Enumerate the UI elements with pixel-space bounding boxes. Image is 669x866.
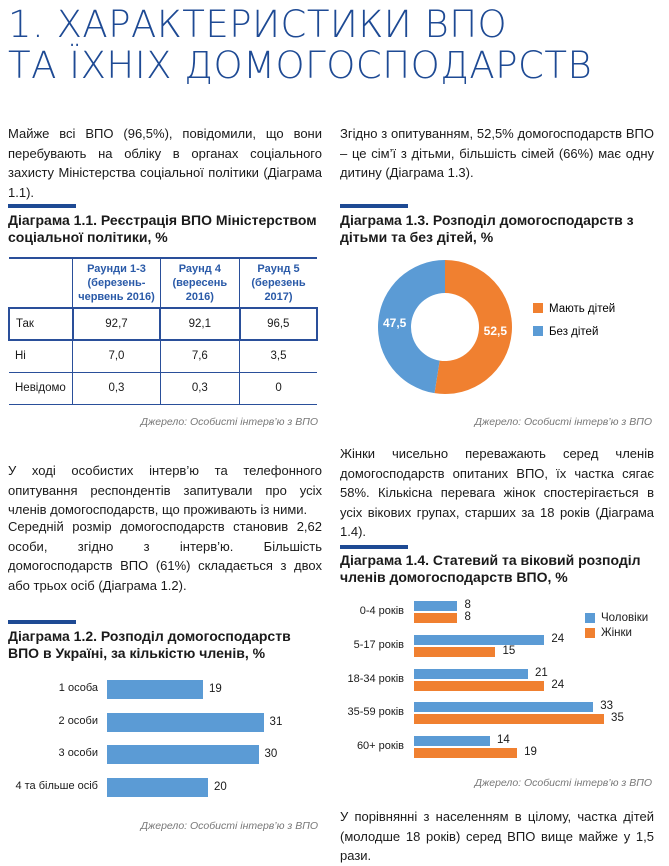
bar xyxy=(107,745,259,764)
value-label: 19 xyxy=(208,683,222,695)
source-note: Джерело: Особисті інтерв’ю з ВПО xyxy=(474,416,652,428)
registration-table: Раунди 1-3 (березень-червень 2016) Раунд… xyxy=(8,257,319,405)
value-label: 24 xyxy=(551,678,565,691)
source-note: Джерело: Особисті інтерв’ю з ВПО xyxy=(140,820,318,832)
category-label: 4 та більше осіб xyxy=(15,779,98,792)
bar xyxy=(107,680,203,699)
category-label: 0-4 років xyxy=(359,605,404,617)
legend-swatch xyxy=(585,612,595,623)
category-label: 2 особи xyxy=(58,714,98,727)
children-donut-chart: 52,5 Мають дітей 47,5 Без дітей xyxy=(378,260,615,394)
diagram-1-2-title: Діаграма 1.2. Розподіл домогосподарств В… xyxy=(8,628,291,661)
category-label: 5-17 років xyxy=(353,638,404,651)
value-label: 19 xyxy=(524,746,537,759)
diagram-1-3-title: Діаграма 1.3. Розподіл домогосподарств з… xyxy=(340,212,634,245)
donut-slice xyxy=(378,260,445,394)
bar xyxy=(414,736,491,747)
value-label: 33 xyxy=(600,700,613,713)
category-label: 1 особа xyxy=(58,682,98,694)
table-cell: Ні xyxy=(9,339,73,373)
table-header xyxy=(9,257,73,309)
section-divider xyxy=(340,545,408,549)
table-cell: 0 xyxy=(239,371,317,405)
legend-swatch xyxy=(585,627,595,638)
intro-paragraph-left: Майже всі ВПО (96,5%), повідомили, що во… xyxy=(8,126,322,200)
table-cell: 0,3 xyxy=(72,371,161,405)
bar xyxy=(414,601,458,611)
bar xyxy=(414,680,545,691)
table-cell: 92,1 xyxy=(159,307,241,341)
source-note: Джерело: Особисті інтерв’ю з ВПО xyxy=(474,777,652,789)
paragraph: Жінки чисельно переважають серед членів … xyxy=(340,446,654,539)
category-label: 60+ років xyxy=(356,740,404,753)
bar xyxy=(107,712,264,732)
table-cell: 92,7 xyxy=(71,307,162,341)
value-label: 24 xyxy=(551,632,565,645)
legend-label: Без дітей xyxy=(549,326,598,338)
slice-label: 47,5 xyxy=(383,316,407,330)
value-label: 31 xyxy=(269,715,283,728)
legend-item: Жінки xyxy=(585,627,632,639)
table-header: Раунд 4 (вересень 2016) xyxy=(159,257,240,309)
table-cell: 0,3 xyxy=(159,371,240,405)
table-header: Раунди 1-3 (березень-червень 2016) xyxy=(72,257,161,309)
section-divider xyxy=(8,204,76,208)
legend-label: Мають дітей xyxy=(549,303,615,315)
value-label: 14 xyxy=(497,734,510,747)
table-cell: 3,5 xyxy=(239,339,317,373)
category-label: 3 особи xyxy=(58,747,98,759)
value-label: 35 xyxy=(611,712,624,725)
legend-label: Жінки xyxy=(601,627,632,639)
table-cell: Так xyxy=(8,307,74,341)
paragraph: У порівнянні з населенням в цілому, част… xyxy=(340,809,654,863)
source-note: Джерело: Особисті інтерв’ю з ВПО xyxy=(140,416,318,428)
table-header: Раунд 5 (березень 2017) xyxy=(239,257,317,309)
page-title: 1. ХАРАКТЕРИСТИКИ ВПО ТА ЇХНІХ ДОМОГОСПО… xyxy=(8,4,592,86)
gender-age-chart: 0-4 років 8 8 5-17 років 24 15 18-34 років 21 24… xyxy=(335,595,665,765)
table-cell: 96,5 xyxy=(238,307,319,341)
bar xyxy=(414,714,605,725)
title-line-2: ТА ЇХНІХ ДОМОГОСПОДАРСТВ xyxy=(8,44,593,87)
value-label: 30 xyxy=(264,748,278,760)
bar xyxy=(414,646,496,657)
value-label: 8 xyxy=(464,599,471,611)
household-size-chart: 1 особа 19 2 особи 31 3 особи 30 4 та більше о… xyxy=(0,670,330,800)
diagram-1-4-title: Діаграма 1.4. Статевий та віковий розпод… xyxy=(340,552,641,585)
section-divider xyxy=(8,620,76,624)
bar xyxy=(414,613,458,623)
slice-label: 52,5 xyxy=(484,324,508,338)
category-label: 18-34 років xyxy=(347,672,404,685)
bar xyxy=(414,668,529,679)
donut-slice xyxy=(434,260,512,394)
paragraph: У ході особистих інтерв’ю та телефонного… xyxy=(8,463,322,517)
value-label: 15 xyxy=(502,644,516,657)
table-header-row: Раунди 1-3 (березень-червень 2016) Раунд… xyxy=(9,257,317,309)
table-row: Ні 7,0 7,6 3,5 xyxy=(9,339,317,373)
table-cell: 7,6 xyxy=(159,339,240,373)
title-line-1: 1. ХАРАКТЕРИСТИКИ ВПО xyxy=(8,3,508,46)
legend-item: Чоловіки xyxy=(585,612,648,624)
legend-swatch xyxy=(533,303,543,313)
bar xyxy=(414,748,518,759)
bar xyxy=(414,634,545,645)
bar xyxy=(107,777,208,797)
paragraph: Середній розмір домогосподарств становив… xyxy=(8,519,322,593)
bar xyxy=(414,702,594,713)
category-label: 35-59 років xyxy=(347,706,404,719)
value-label: 20 xyxy=(214,780,227,793)
table-cell: 7,0 xyxy=(72,339,161,373)
table-row: Невідомо 0,3 0,3 0 xyxy=(9,371,317,405)
value-label: 8 xyxy=(464,611,471,623)
legend-swatch xyxy=(533,326,543,336)
table-cell: Невідомо xyxy=(9,371,73,405)
value-label: 21 xyxy=(535,666,548,679)
section-divider xyxy=(340,204,408,208)
diagram-1-1-title: Діаграма 1.1. Реєстрація ВПО Міністерств… xyxy=(8,212,317,245)
intro-paragraph-right: Згідно з опитуванням, 52,5% домогосподар… xyxy=(340,126,654,180)
table-row: Так 92,7 92,1 96,5 xyxy=(8,307,319,341)
legend-label: Чоловіки xyxy=(601,612,649,624)
